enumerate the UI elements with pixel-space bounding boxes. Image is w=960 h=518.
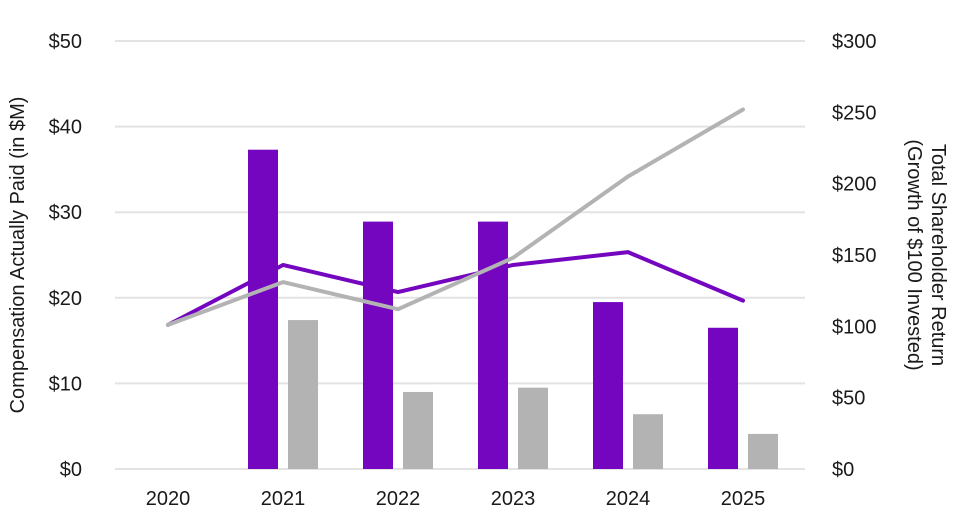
right-tick-label: $150 [832, 245, 877, 267]
right-tick-label: $100 [832, 316, 877, 338]
bar-purple-2025 [708, 327, 738, 469]
right-axis-title-line2: (Growth of $100 Invested) [903, 139, 925, 370]
right-tick-label: $50 [832, 388, 865, 410]
line-gray [166, 107, 745, 327]
left-tick-label: $40 [49, 117, 82, 139]
bar-purple-2023 [478, 221, 508, 469]
right-tick-label: $200 [832, 174, 877, 196]
bar-gray-2023 [518, 387, 548, 469]
left-tick-label: $30 [49, 202, 82, 224]
line-purple [166, 250, 745, 327]
bar-gray-2022 [403, 391, 433, 469]
x-tick-label: 2021 [261, 488, 306, 510]
bar-marks [248, 149, 778, 469]
gridlines [115, 40, 805, 470]
right-tick-label: $300 [832, 31, 877, 53]
left-tick-label: $10 [49, 373, 82, 395]
left-tick-label: $50 [49, 31, 82, 53]
left-axis-ticks: $0 $10 $20 $30 $40 $50 [49, 31, 82, 481]
left-tick-label: $20 [49, 288, 82, 310]
x-tick-label: 2023 [491, 488, 536, 510]
left-tick-label: $0 [60, 459, 82, 481]
x-tick-label: 2020 [146, 488, 191, 510]
bar-gray-2021 [288, 320, 318, 469]
right-axis-title-line1: Total Shareholder Return [927, 144, 949, 366]
bar-gray-2024 [633, 414, 663, 469]
bar-purple-2022 [363, 221, 393, 469]
x-tick-label: 2022 [376, 488, 421, 510]
right-axis-ticks: $0 $50 $100 $150 $200 $250 $300 [832, 31, 877, 481]
right-tick-label: $250 [832, 102, 877, 124]
x-axis-ticks: 2020 2021 2022 2023 2024 2025 [146, 488, 766, 510]
left-axis-title: Compensation Actually Paid (in $M) [7, 97, 29, 414]
bar-purple-2024 [593, 302, 623, 469]
x-tick-label: 2025 [721, 488, 766, 510]
right-tick-label: $0 [832, 459, 854, 481]
line-marks [166, 107, 745, 327]
bar-purple-2021 [248, 149, 278, 469]
x-tick-label: 2024 [606, 488, 651, 510]
bar-gray-2025 [748, 433, 778, 469]
